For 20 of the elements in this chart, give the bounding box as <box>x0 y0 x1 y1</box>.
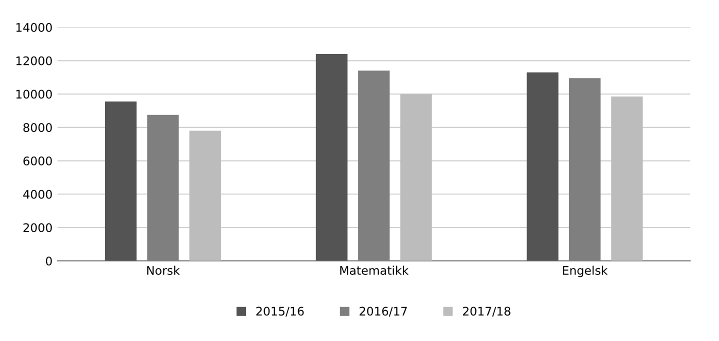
y-tick-label: 2000 <box>23 223 52 232</box>
y-tick-label: 10000 <box>16 90 52 99</box>
bar <box>611 96 643 261</box>
x-tick-label: Matematikk <box>340 266 409 275</box>
y-tick-label: 0 <box>46 256 52 266</box>
y-tick-label: 8000 <box>23 123 52 132</box>
bar <box>526 72 558 261</box>
bar <box>316 54 348 261</box>
bar <box>104 102 137 261</box>
legend-label: 2015/16 <box>256 306 304 317</box>
bar <box>400 94 432 261</box>
y-tick-label: 6000 <box>23 156 52 166</box>
x-tick-label: Norsk <box>147 266 180 275</box>
y-tick-label: 14000 <box>16 23 52 32</box>
y-tick-label: 12000 <box>16 56 52 66</box>
bar <box>189 130 221 261</box>
legend-label: 2016/17 <box>360 306 407 317</box>
y-tick-label: 4000 <box>23 190 52 199</box>
x-tick-label: Engelsk <box>562 266 608 278</box>
legend-label: 2017/18 <box>463 306 510 317</box>
